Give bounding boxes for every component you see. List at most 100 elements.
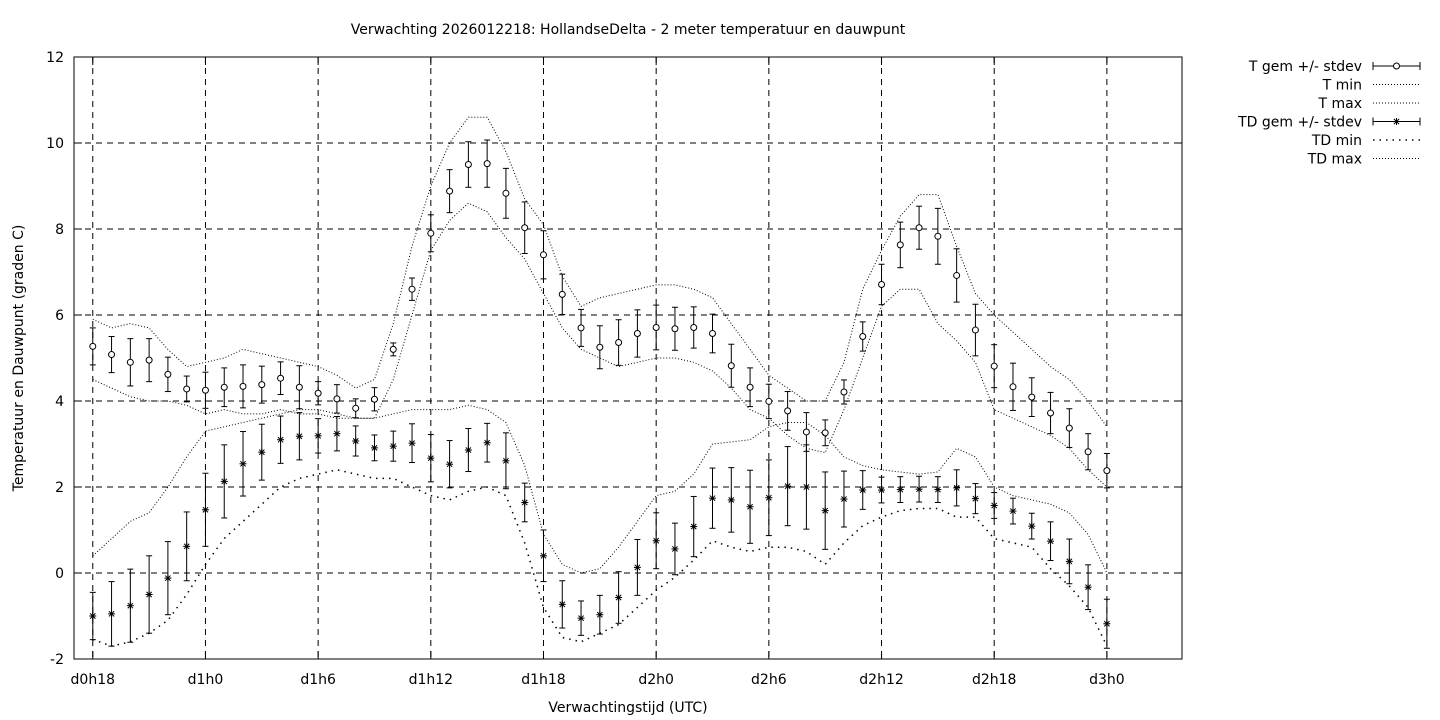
data-point <box>333 395 341 403</box>
series-line <box>92 116 1108 428</box>
data-point-star <box>934 486 942 494</box>
data-point-star <box>258 448 266 456</box>
data-point <box>239 382 247 390</box>
data-point <box>577 324 585 332</box>
data-point <box>615 339 623 347</box>
x-tick-label: d1h6 <box>300 672 336 688</box>
data-point <box>446 187 454 195</box>
x-axis-title: Verwachtingstijd (UTC) <box>548 700 707 716</box>
axis-ticks: -2 0 2 4 6 8 10 12 d0h18 d1h0 d1h6 d1h12 d1h18 d2h0 d2… <box>46 50 1182 688</box>
y-tick-label: 2 <box>55 480 64 496</box>
x-tick-label: d0h18 <box>71 672 115 688</box>
series-td-min <box>92 469 1108 647</box>
series-td-gem-stdev <box>89 412 1111 649</box>
data-point <box>295 383 303 391</box>
legend: T gem +/- stdev T min T max TD gem +/- stde… <box>1237 59 1421 168</box>
data-point <box>483 160 491 168</box>
data-point-star <box>539 552 547 560</box>
data-point <box>389 345 397 353</box>
data-point-star <box>446 460 454 468</box>
data-point-star <box>201 506 209 514</box>
data-point <box>558 290 566 298</box>
data-point-star <box>427 454 435 462</box>
data-point-star <box>633 563 641 571</box>
data-point <box>746 383 754 391</box>
data-point <box>183 385 191 393</box>
data-point-star <box>671 545 679 553</box>
data-point <box>896 241 904 249</box>
data-point-star <box>652 537 660 545</box>
data-point <box>934 232 942 240</box>
data-point <box>990 362 998 370</box>
data-point-star <box>990 501 998 509</box>
data-point-star <box>314 432 322 440</box>
legend-entry: TD max <box>1307 152 1420 168</box>
data-point <box>370 395 378 403</box>
data-point <box>352 404 360 412</box>
data-point-star <box>953 484 961 492</box>
data-point <box>314 389 322 397</box>
data-point <box>521 224 529 232</box>
data-point-star <box>690 523 698 531</box>
legend-label: TD min <box>1311 133 1362 149</box>
legend-label: T min <box>1322 78 1362 94</box>
y-axis-title: Temperatuur en Dauwpunt (graden C) <box>11 225 27 493</box>
data-point-star <box>802 483 810 491</box>
data-point-star <box>840 495 848 503</box>
plot-series <box>89 116 1111 649</box>
data-point-star <box>615 594 623 602</box>
data-point-star <box>727 496 735 504</box>
y-tick-label: 8 <box>55 222 64 238</box>
data-point-star <box>483 439 491 447</box>
data-point <box>201 386 209 394</box>
data-point <box>971 326 979 334</box>
y-tick-label: -2 <box>50 652 64 668</box>
y-tick-label: 10 <box>46 136 64 152</box>
x-tick-label: d1h0 <box>188 672 224 688</box>
grid-lines <box>74 57 1182 659</box>
data-point-star <box>295 432 303 440</box>
data-point-star <box>239 460 247 468</box>
data-point <box>953 271 961 279</box>
legend-label: T gem +/- stdev <box>1248 59 1362 75</box>
data-point-star <box>821 507 829 515</box>
data-point <box>427 229 435 237</box>
data-point-star <box>577 614 585 622</box>
data-point <box>821 429 829 437</box>
data-point-star <box>1393 118 1400 125</box>
x-tick-label: d2h12 <box>859 672 903 688</box>
data-point-star <box>352 437 360 445</box>
legend-entry: TD min <box>1311 133 1420 149</box>
y-tick-label: 4 <box>55 394 64 410</box>
data-point-star <box>108 610 116 618</box>
y-tick-label: 12 <box>46 50 64 66</box>
series-line <box>92 469 1108 647</box>
data-point-star <box>183 542 191 550</box>
plot-frame <box>73 56 1183 660</box>
data-point-star <box>89 612 97 620</box>
data-point-star <box>1009 507 1017 515</box>
y-tick-label: 0 <box>55 566 64 582</box>
data-point <box>765 397 773 405</box>
legend-entry: T min <box>1322 78 1420 94</box>
data-point <box>1065 424 1073 432</box>
data-point <box>709 329 717 337</box>
data-point-star <box>859 486 867 494</box>
data-point <box>633 329 641 337</box>
data-point-star <box>220 477 228 485</box>
data-point-star <box>145 591 153 598</box>
data-point <box>1103 467 1111 475</box>
x-tick-label: d2h6 <box>751 672 787 688</box>
data-point-star <box>558 600 566 608</box>
series-t-max <box>92 116 1108 428</box>
data-point <box>784 407 792 415</box>
data-point-star <box>765 494 773 502</box>
data-point-star <box>709 494 717 502</box>
data-point-star <box>1065 557 1073 565</box>
data-point <box>1084 448 1092 456</box>
x-tick-label: d1h18 <box>521 672 565 688</box>
legend-entry: T gem +/- stdev <box>1248 59 1421 75</box>
data-point-star <box>746 503 754 511</box>
legend-label: TD max <box>1307 152 1362 168</box>
x-tick-label: d3h0 <box>1089 672 1125 688</box>
